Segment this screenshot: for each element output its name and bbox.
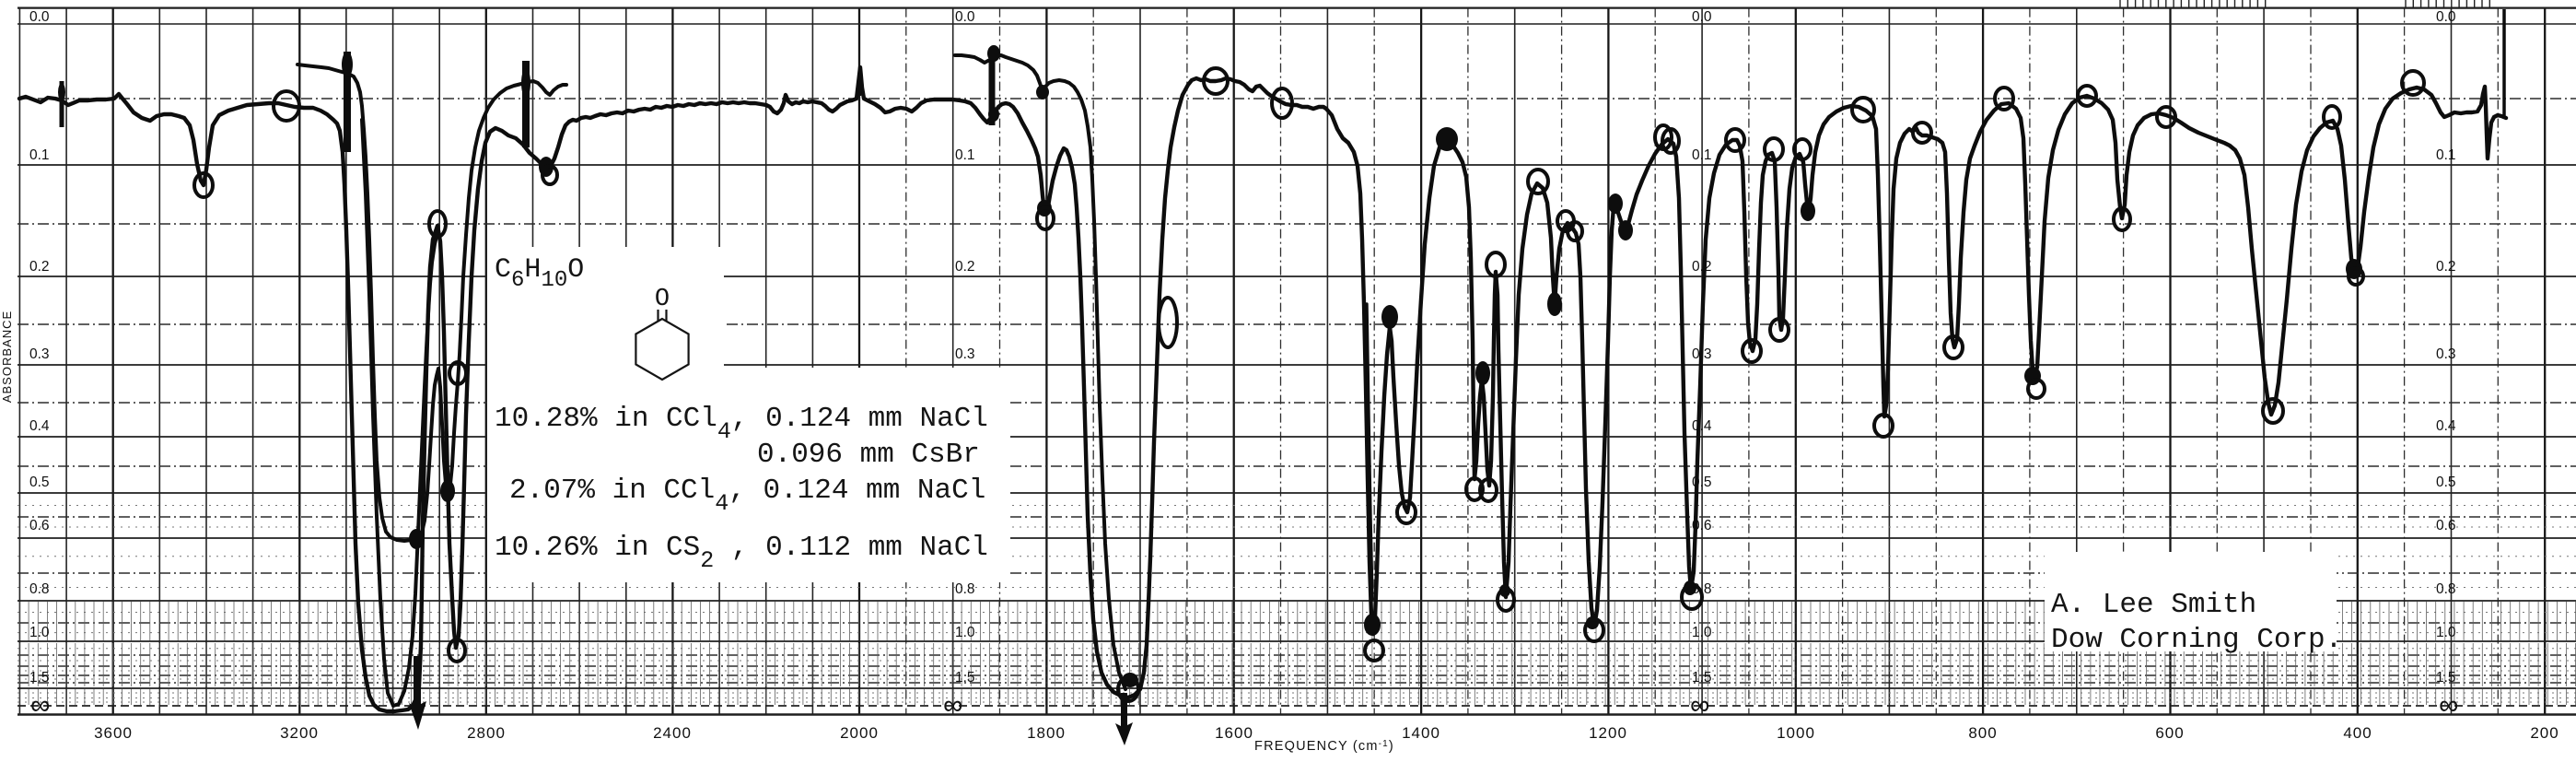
svg-text:0.8: 0.8 [29,581,50,597]
svg-text:Dow Corning Corp.: Dow Corning Corp. [2051,624,2342,656]
svg-text:0.0: 0.0 [2436,9,2456,25]
svg-text:0.1: 0.1 [2436,147,2456,163]
svg-text:0.2: 0.2 [1692,259,1712,275]
svg-text:1800: 1800 [1027,724,1066,742]
svg-text:800: 800 [1968,724,1997,742]
svg-text:600: 600 [2155,724,2184,742]
svg-text:1600: 1600 [1215,724,1253,742]
svg-text:1400: 1400 [1402,724,1440,742]
svg-text:A. Lee Smith: A. Lee Smith [2051,589,2256,621]
svg-text:0.4: 0.4 [2436,418,2456,434]
svg-text:0.8: 0.8 [2436,581,2456,597]
svg-text:O: O [655,286,670,313]
svg-text:0.5: 0.5 [2436,475,2456,490]
svg-text:0.2: 0.2 [29,259,50,275]
svg-text:1.5: 1.5 [2436,670,2456,686]
svg-text:3600: 3600 [94,724,133,742]
svg-text:∞: ∞ [2439,690,2458,721]
svg-text:∞: ∞ [1690,690,1709,721]
svg-text:1.5: 1.5 [29,670,50,686]
svg-text:0.0: 0.0 [1692,9,1712,25]
svg-text:0.6: 0.6 [29,518,50,533]
svg-text:FREQUENCY (cm-1): FREQUENCY (cm-1) [1254,739,1394,754]
svg-text:0.1: 0.1 [955,147,975,163]
svg-text:0.2: 0.2 [955,259,975,275]
svg-text:0.3: 0.3 [29,346,50,362]
svg-text:0.0: 0.0 [955,9,975,25]
svg-text:0.2: 0.2 [2436,259,2456,275]
svg-text:1000: 1000 [1777,724,1815,742]
svg-text:1.5: 1.5 [955,670,975,686]
svg-text:400: 400 [2343,724,2372,742]
svg-text:ABSORBANCE: ABSORBANCE [0,311,14,403]
svg-text:∞: ∞ [30,690,50,721]
svg-text:200: 200 [2530,724,2559,742]
svg-text:1.0: 1.0 [955,625,975,640]
svg-text:0.1: 0.1 [1692,147,1712,163]
svg-text:0.6: 0.6 [2436,518,2456,533]
svg-text:2000: 2000 [840,724,879,742]
svg-text:2400: 2400 [653,724,692,742]
svg-text:0.3: 0.3 [2436,346,2456,362]
svg-text:∞: ∞ [943,690,962,721]
svg-text:3200: 3200 [280,724,319,742]
svg-text:0.4: 0.4 [1692,418,1712,434]
svg-text:0.5: 0.5 [29,475,50,490]
svg-text:1.0: 1.0 [29,625,50,640]
svg-text:0.4: 0.4 [29,418,50,434]
svg-text:0.096 mm CsBr: 0.096 mm CsBr [757,439,980,471]
svg-text:0.1: 0.1 [29,147,50,163]
svg-text:1.0: 1.0 [1692,625,1712,640]
svg-text:0.3: 0.3 [955,346,975,362]
svg-text:1.0: 1.0 [2436,625,2456,640]
svg-text:1.5: 1.5 [1692,670,1712,686]
svg-text:2800: 2800 [467,724,506,742]
svg-text:0.0: 0.0 [29,9,50,25]
svg-text:0.8: 0.8 [955,581,975,597]
svg-text:1200: 1200 [1589,724,1627,742]
